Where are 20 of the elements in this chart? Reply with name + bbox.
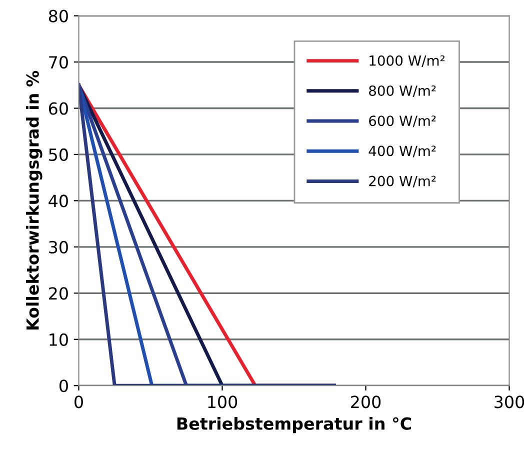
legend-label: 800 W/m² [369,85,436,98]
y-tick-label: 50 [49,148,68,162]
y-tick-label: 0 [60,380,68,392]
y-tick-label: 10 [50,333,68,346]
y-tick-label: 80 [48,10,68,22]
x-tick-label: 300 [494,396,524,408]
y-tick-label: 60 [48,102,68,115]
y-axis-title: Kollektorwirkungsgrad in % [26,70,42,330]
legend-label: 1000 W/m² [370,55,444,67]
x-tick-label: 0 [74,396,83,408]
x-tick-label: 200 [351,396,381,408]
y-tick-label: 40 [48,194,68,208]
y-tick-label: 20 [49,287,68,300]
legend-label: 400 W/m² [368,146,436,158]
x-tick-label: 100 [208,396,238,408]
x-axis-title: Betriebstemperatur in °C [177,417,412,434]
legend-label: 200 W/m² [369,176,436,188]
legend-label: 600 W/m² [369,116,436,128]
y-tick-label: 30 [49,240,68,254]
y-tick-label: 70 [49,56,68,69]
